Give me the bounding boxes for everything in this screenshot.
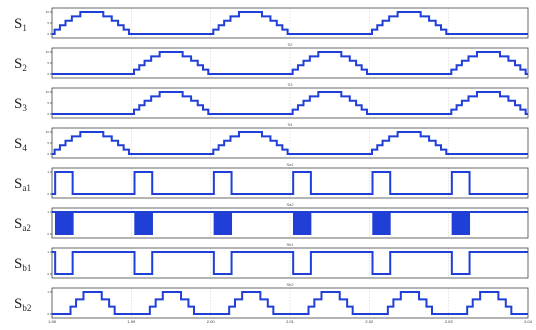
y-tick-label: 5 bbox=[47, 61, 49, 65]
row-label: S4 bbox=[14, 136, 27, 153]
axes-frame bbox=[51, 47, 529, 79]
panel-title: S4 bbox=[288, 122, 294, 127]
row-label: Sb2 bbox=[14, 296, 31, 313]
y-tick-label: 5 bbox=[47, 21, 49, 25]
signal-trace-3 bbox=[52, 91, 528, 115]
panel-title: Sb1 bbox=[286, 242, 294, 247]
y-tick-label: 5 bbox=[47, 141, 49, 145]
y-tick-label: 0 bbox=[47, 232, 49, 236]
x-tick-label: 2.03 bbox=[445, 319, 454, 324]
y-tick-label: 1 bbox=[47, 170, 49, 174]
axes-frame bbox=[51, 207, 529, 239]
signal-trace-b1 bbox=[52, 251, 528, 275]
panel-b1: Sb1 Sb1 1 0 bbox=[14, 242, 529, 279]
panel-a2: Sa2 Sa2 1 0 bbox=[14, 202, 529, 239]
panel-b2: Sb2 Sb2 1 0 bbox=[14, 282, 529, 319]
signal-trace-4 bbox=[52, 131, 528, 155]
y-tick-label: 10 bbox=[46, 50, 50, 54]
y-tick-label: 0 bbox=[47, 72, 49, 76]
y-tick-label: 0 bbox=[47, 312, 49, 316]
row-label: Sa2 bbox=[14, 216, 31, 233]
panel-title: S2 bbox=[288, 42, 294, 47]
axes-frame bbox=[51, 247, 529, 279]
y-tick-label: 0 bbox=[47, 32, 49, 36]
y-tick-label: 1 bbox=[47, 210, 49, 214]
panel-4: S4 S4 10 5 0 bbox=[14, 122, 529, 159]
signal-trace-a2 bbox=[52, 211, 528, 235]
y-tick-label: 5 bbox=[47, 101, 49, 105]
axes-frame bbox=[51, 287, 529, 319]
panel-title: S3 bbox=[288, 82, 294, 87]
y-tick-label: 0 bbox=[47, 272, 49, 276]
y-tick-label: 0 bbox=[47, 192, 49, 196]
panel-2: S2 S2 10 5 0 bbox=[14, 42, 529, 79]
axes-frame bbox=[51, 87, 529, 119]
y-tick-label: 0 bbox=[47, 112, 49, 116]
row-label: Sa1 bbox=[14, 176, 31, 193]
signal-trace-b2 bbox=[52, 291, 528, 315]
axes-frame bbox=[51, 167, 529, 199]
x-tick-label: 2.02 bbox=[365, 319, 374, 324]
signal-trace-1 bbox=[52, 11, 528, 35]
signal-trace-2 bbox=[52, 51, 528, 75]
x-tick-label: 2.00 bbox=[207, 319, 216, 324]
panel-title: Sa1 bbox=[286, 162, 294, 167]
y-tick-label: 1 bbox=[47, 250, 49, 254]
axes-frame bbox=[51, 7, 529, 39]
signal-trace-a1 bbox=[52, 171, 528, 195]
x-tick-label: 1.99 bbox=[127, 319, 136, 324]
y-tick-label: 0 bbox=[47, 152, 49, 156]
panel-3: S3 S3 10 5 0 bbox=[14, 82, 529, 119]
y-tick-label: 10 bbox=[46, 130, 50, 134]
panel-a1: Sa1 Sa1 1 0 bbox=[14, 162, 529, 199]
x-tick-label: 2.04 bbox=[524, 319, 533, 324]
axes-frame bbox=[51, 127, 529, 159]
y-tick-label: 10 bbox=[46, 90, 50, 94]
x-tick-label: 1.98 bbox=[48, 319, 57, 324]
y-tick-label: 10 bbox=[46, 10, 50, 14]
panel-1: S1 10 5 0 bbox=[14, 7, 529, 39]
row-label: S1 bbox=[14, 16, 27, 33]
x-tick-label: 2.01 bbox=[286, 319, 295, 324]
row-label: S3 bbox=[14, 96, 27, 113]
panel-title: Sb2 bbox=[286, 282, 294, 287]
row-label: S2 bbox=[14, 56, 27, 73]
y-tick-label: 1 bbox=[47, 290, 49, 294]
row-label: Sb1 bbox=[14, 256, 31, 273]
panel-title: Sa2 bbox=[286, 202, 294, 207]
